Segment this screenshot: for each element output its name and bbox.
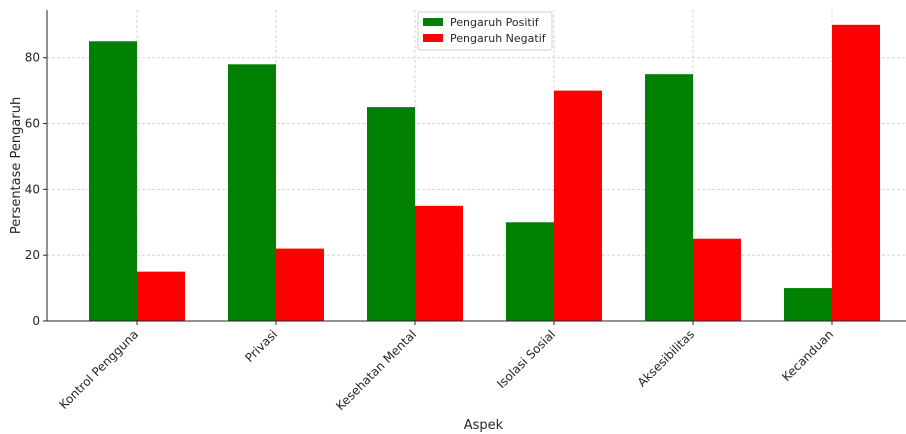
- x-tick-label: Privasi: [242, 327, 280, 365]
- y-axis-title: Persentase Pengaruh: [9, 97, 24, 234]
- y-tick-label: 40: [25, 182, 40, 196]
- bar-positive: [506, 222, 554, 321]
- y-tick-label: 60: [25, 117, 40, 131]
- legend-swatch: [423, 34, 443, 42]
- bar-negative: [832, 24, 880, 322]
- x-tick-label: Kontrol Pengguna: [56, 327, 141, 412]
- bar-positive: [228, 64, 276, 322]
- y-tick-label: 20: [25, 248, 40, 262]
- bar-negative: [693, 238, 741, 321]
- legend-swatch: [423, 18, 443, 26]
- legend-label: Pengaruh Negatif: [450, 32, 547, 45]
- legend-label: Pengaruh Positif: [450, 16, 540, 29]
- x-tick-label: Kecanduan: [779, 327, 836, 384]
- bar-negative: [137, 271, 185, 321]
- legend: Pengaruh Positif Pengaruh Negatif: [417, 11, 553, 51]
- x-tick-label: Aksesibilitas: [635, 327, 697, 389]
- bar-negative: [554, 90, 602, 321]
- y-tick-label: 80: [25, 51, 40, 65]
- bar-negative: [415, 205, 463, 321]
- bar-negative: [276, 248, 324, 321]
- bar-positive: [645, 74, 693, 321]
- legend-box: [417, 11, 553, 51]
- y-tick-label: 0: [32, 314, 40, 328]
- x-tick-label: Kesehatan Mental: [333, 327, 419, 413]
- bars-layer: [89, 24, 880, 322]
- x-axis-title: Aspek: [464, 418, 504, 433]
- x-tick-label: Isolasi Sosial: [494, 327, 558, 391]
- bar-positive: [89, 41, 137, 321]
- bar-positive: [784, 288, 832, 321]
- bar-positive: [367, 107, 415, 321]
- axes-layer: [46, 10, 906, 322]
